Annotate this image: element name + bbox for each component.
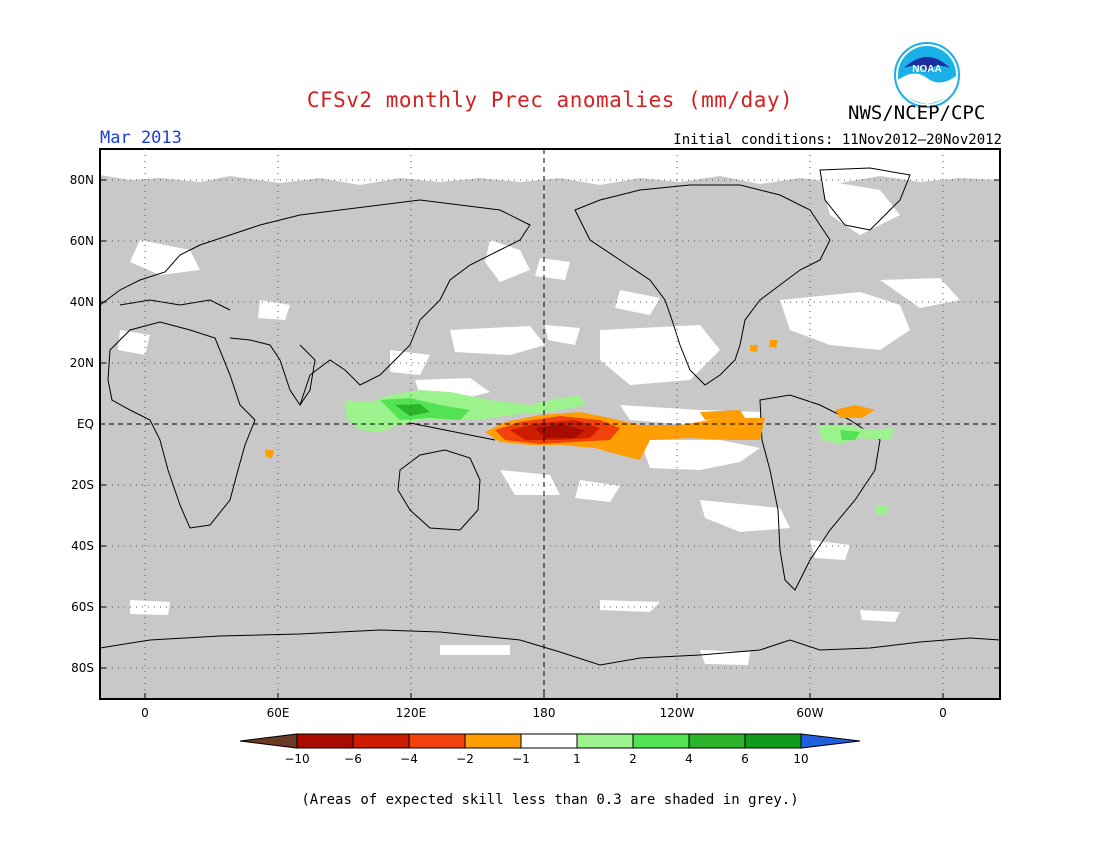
coast-australia [397, 449, 481, 531]
colorbar-lower-arrow [239, 733, 298, 749]
colorbar-upper-arrow [800, 733, 861, 749]
lon-label-180: 180 [532, 706, 556, 720]
coast-africa [107, 321, 256, 529]
initial-conditions: Initial conditions: 11Nov2012–20Nov2012 [673, 132, 1002, 148]
colorbar-bin [408, 733, 466, 749]
colorbar-bin [688, 733, 746, 749]
lon-label-120e: 120E [395, 706, 427, 720]
coast-europe [119, 299, 231, 311]
lon-label-60w: 60W [796, 706, 824, 720]
lat-label-60n: 60N [69, 234, 94, 248]
colorbar-label: −6 [344, 752, 362, 766]
colorbar-label: −10 [284, 752, 310, 766]
agency-label: NWS/NCEP/CPC [848, 102, 986, 124]
logo-text: NOAA [912, 64, 941, 75]
lat-label-60s: 60S [71, 600, 94, 614]
colorbar-bin [744, 733, 802, 749]
lat-label-40n: 40N [69, 295, 94, 309]
colorbar-bin [576, 733, 634, 749]
colorbar [239, 733, 861, 749]
lat-label-20s: 20S [71, 478, 94, 492]
colorbar-bin [296, 733, 354, 749]
colorbar-label: 1 [573, 752, 581, 766]
axis-ticks [100, 179, 1000, 699]
colorbar-label: 2 [629, 752, 637, 766]
coast-eurasia [99, 199, 531, 407]
colorbar-label: −1 [512, 752, 530, 766]
gridlines [100, 149, 1000, 699]
lat-label-20n: 20N [69, 356, 94, 370]
coast-north-america [574, 184, 831, 386]
colorbar-label: −4 [400, 752, 418, 766]
lat-label-80n: 80N [69, 173, 94, 187]
footer-note: (Areas of expected skill less than 0.3 a… [301, 792, 799, 808]
target-month: Mar 2013 [100, 128, 182, 148]
colorbar-bin [632, 733, 690, 749]
coast-south-america [759, 394, 881, 591]
chart-title: CFSv2 monthly Prec anomalies (mm/day) [306, 88, 794, 112]
lat-label-80s: 80S [71, 661, 94, 675]
noaa-logo: NOAA [894, 42, 960, 108]
colorbar-bin [352, 733, 410, 749]
lat-label-eq: EQ [76, 417, 94, 431]
colorbar-bin [464, 733, 522, 749]
colorbar-label: 6 [741, 752, 749, 766]
coast-india [299, 344, 316, 406]
continent-outlines [99, 167, 1001, 666]
coast-antarctica [99, 629, 1001, 666]
lat-label-40s: 40S [71, 539, 94, 553]
lon-label-60e: 60E [266, 706, 290, 720]
colorbar-label: 10 [793, 752, 809, 766]
colorbar-label: −2 [456, 752, 474, 766]
lon-label-0-west: 0 [141, 706, 149, 720]
colorbar-label: 4 [685, 752, 693, 766]
colorbar-bin [520, 733, 578, 749]
lon-label-0-east: 0 [939, 706, 947, 720]
wet-anomaly-patches [345, 390, 895, 515]
lon-label-120w: 120W [659, 706, 695, 720]
coast-greenland [819, 167, 911, 231]
